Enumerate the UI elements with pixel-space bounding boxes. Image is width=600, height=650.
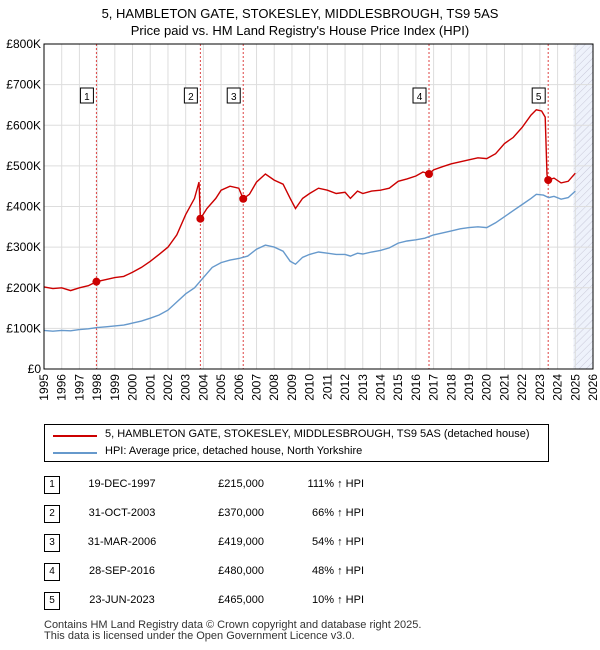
x-tick-label: 2022 [515, 374, 529, 401]
transaction-price: £419,000 [218, 536, 264, 548]
sale-label-box [531, 87, 546, 104]
x-tick-label: 2005 [214, 374, 228, 401]
sale-point [425, 170, 434, 178]
price-chart: £0 £100K £200K £300K £400K £500K £600K £700K £80… [6, 37, 600, 401]
y-tick-label: £400K [6, 200, 41, 214]
x-tick-label: 2018 [444, 374, 458, 401]
x-tick-label: 2008 [267, 374, 281, 401]
sale-label-box [79, 87, 94, 104]
x-tick-label: 2020 [480, 374, 494, 401]
legend-hpi-label: HPI: Average price, detached house, Nort… [105, 445, 363, 457]
sale-point [544, 176, 553, 185]
x-tick-label: 1995 [37, 374, 51, 401]
sale-label: 1 [84, 92, 90, 103]
y-tick-label: £600K [6, 118, 41, 132]
transaction-date: 28-SEP-2016 [88, 565, 156, 577]
sale-label-box [183, 87, 198, 104]
x-tick-label: 2009 [285, 374, 299, 401]
sale-label: 4 [417, 92, 423, 103]
y-tick-label: £200K [6, 281, 41, 295]
transaction-number: 2 [44, 505, 60, 523]
plot-border [43, 43, 594, 370]
sale-label-box [226, 87, 241, 104]
x-tick-label: 2015 [391, 374, 405, 401]
y-tick-label: £500K [6, 159, 41, 173]
transaction-date: 31-OCT-2003 [88, 507, 156, 519]
transaction-number: 3 [44, 534, 60, 552]
y-tick-label: £300K [6, 240, 41, 254]
transaction-date: 23-JUN-2023 [89, 594, 155, 606]
property-price-line [43, 109, 576, 292]
x-tick-label: 1996 [55, 374, 69, 401]
x-tick-label: 2004 [196, 374, 210, 401]
footer-copyright: Contains HM Land Registry data © Crown c… [44, 619, 422, 631]
legend-property-line [53, 435, 97, 437]
x-tick-label: 2007 [250, 374, 264, 401]
transaction-hpi: 48% ↑ HPI [312, 565, 364, 577]
footer-licence: This data is licensed under the Open Gov… [44, 630, 355, 642]
transaction-price: £370,000 [218, 507, 264, 519]
transactions-table: 1 19-DEC-1997 £215,000 111% ↑ HPI 2 31-O… [44, 474, 564, 619]
sale-label: 5 [536, 92, 542, 103]
sale-label: 3 [231, 92, 237, 103]
x-tick-label: 2001 [143, 374, 157, 401]
x-tick-label: 2016 [409, 374, 423, 401]
x-tick-label: 2010 [303, 374, 317, 401]
hpi-line [43, 190, 576, 332]
chart-subtitle: Price paid vs. HM Land Registry's House … [130, 23, 470, 38]
x-tick-label: 2014 [373, 374, 387, 401]
transaction-hpi: 111% ↑ HPI [307, 478, 364, 490]
x-tick-label: 2023 [533, 374, 547, 401]
transaction-hpi: 10% ↑ HPI [312, 594, 364, 606]
sale-point [196, 214, 205, 223]
x-tick-label: 2013 [356, 374, 370, 401]
x-tick-label: 2002 [161, 374, 175, 401]
transaction-number: 5 [44, 592, 60, 610]
transaction-date: 19-DEC-1997 [88, 478, 156, 490]
table-row: 4 28-SEP-2016 £480,000 48% ↑ HPI [44, 561, 564, 590]
table-row: 5 23-JUN-2023 £465,000 10% ↑ HPI [44, 590, 564, 619]
footer: Contains HM Land Registry data © Crown c… [44, 620, 421, 642]
y-tick-label: £0 [28, 362, 42, 376]
transaction-price: £215,000 [218, 478, 264, 490]
transaction-hpi: 66% ↑ HPI [312, 507, 364, 519]
x-tick-label: 2006 [232, 374, 246, 401]
table-row: 1 19-DEC-1997 £215,000 111% ↑ HPI [44, 474, 564, 503]
x-tick-label: 2003 [179, 374, 193, 401]
x-tick-label: 2012 [338, 374, 352, 401]
x-tick-label: 2025 [568, 374, 582, 401]
transaction-number: 4 [44, 563, 60, 581]
legend-property-label: 5, HAMBLETON GATE, STOKESLEY, MIDDLESBRO… [105, 428, 530, 440]
transaction-price: £480,000 [218, 565, 264, 577]
x-tick-label: 2026 [586, 374, 600, 401]
chart-title: 5, HAMBLETON GATE, STOKESLEY, MIDDLESBRO… [101, 6, 499, 21]
x-tick-label: 2021 [497, 374, 511, 401]
sale-label-box [412, 87, 427, 104]
sale-point [92, 277, 101, 286]
transaction-hpi: 54% ↑ HPI [312, 536, 364, 548]
legend: 5, HAMBLETON GATE, STOKESLEY, MIDDLESBRO… [44, 424, 549, 462]
transaction-number: 1 [44, 476, 60, 494]
y-tick-label: £100K [6, 321, 41, 335]
x-tick-label: 1997 [72, 374, 86, 401]
x-tick-label: 2024 [551, 374, 565, 401]
x-tick-label: 1998 [90, 374, 104, 401]
sale-label: 2 [188, 92, 194, 103]
transaction-date: 31-MAR-2006 [87, 536, 157, 548]
transaction-price: £465,000 [218, 594, 264, 606]
x-tick-label: 1999 [108, 374, 122, 401]
legend-hpi-line [53, 452, 97, 454]
x-tick-label: 2000 [126, 374, 140, 401]
table-row: 2 31-OCT-2003 £370,000 66% ↑ HPI [44, 503, 564, 532]
x-tick-label: 2019 [462, 374, 476, 401]
sale-point [239, 194, 248, 203]
y-tick-label: £700K [6, 78, 41, 92]
table-row: 3 31-MAR-2006 £419,000 54% ↑ HPI [44, 532, 564, 561]
x-tick-label: 2011 [320, 374, 334, 400]
x-tick-label: 2017 [427, 374, 441, 401]
y-tick-label: £800K [6, 37, 41, 51]
